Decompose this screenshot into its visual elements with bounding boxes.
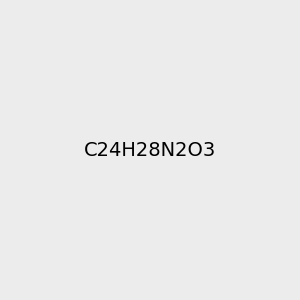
Text: C24H28N2O3: C24H28N2O3	[84, 140, 216, 160]
